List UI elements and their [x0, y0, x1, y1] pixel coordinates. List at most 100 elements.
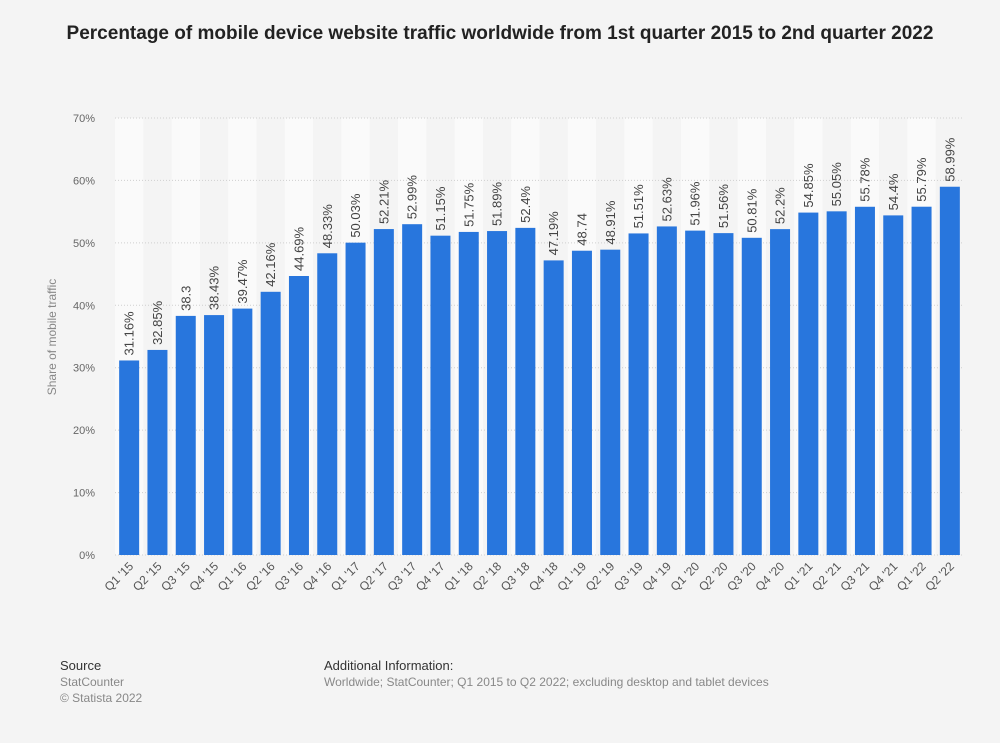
- data-label: 32.85%: [150, 300, 165, 345]
- data-label: 50.03%: [348, 193, 363, 238]
- bar[interactable]: [458, 231, 479, 556]
- y-tick-label: 50%: [73, 238, 95, 250]
- x-tick-label: Q2 '20: [696, 559, 731, 594]
- bar[interactable]: [543, 260, 564, 555]
- x-tick-label: Q2 '15: [130, 559, 165, 594]
- x-tick-label: Q3 '16: [271, 559, 306, 594]
- x-tick-label: Q1 '18: [441, 559, 476, 594]
- data-label: 55.05%: [829, 162, 844, 207]
- copyright: © Statista 2022: [60, 691, 143, 705]
- data-label: 55.79%: [914, 157, 929, 202]
- x-tick-label: Q1 '16: [215, 559, 250, 594]
- bar[interactable]: [685, 230, 706, 555]
- data-label: 50.81%: [744, 188, 759, 233]
- x-tick-label: Q2 '21: [809, 559, 844, 594]
- x-tick-label: Q4 '16: [300, 559, 335, 594]
- x-tick-label: Q1 '20: [668, 559, 703, 594]
- x-tick-label: Q3 '20: [724, 559, 759, 594]
- x-tick-label: Q3 '21: [837, 559, 872, 594]
- data-label: 52.21%: [376, 180, 391, 225]
- data-label: 52.4%: [518, 186, 533, 223]
- data-label: 48.33%: [320, 204, 335, 249]
- x-tick-label: Q4 '18: [526, 559, 561, 594]
- y-tick-label: 30%: [73, 363, 95, 375]
- bar[interactable]: [770, 229, 791, 555]
- data-label: 39.47%: [235, 259, 250, 304]
- data-label: 52.63%: [659, 177, 674, 222]
- x-tick-label: Q3 '19: [611, 559, 646, 594]
- y-tick-label: 60%: [73, 175, 95, 187]
- info-block: Additional Information: Worldwide; StatC…: [324, 658, 769, 690]
- bar[interactable]: [741, 237, 762, 556]
- bar[interactable]: [600, 249, 621, 555]
- bar[interactable]: [204, 315, 225, 555]
- bar[interactable]: [826, 211, 847, 555]
- x-tick-label: Q4 '21: [866, 559, 901, 594]
- y-tick-label: 40%: [73, 300, 95, 312]
- bar[interactable]: [260, 291, 281, 555]
- data-label: 52.2%: [773, 187, 788, 224]
- x-tick-label: Q3 '15: [158, 559, 193, 594]
- info-text: Worldwide; StatCounter; Q1 2015 to Q2 20…: [324, 675, 769, 689]
- x-tick-label: Q4 '17: [413, 559, 448, 594]
- data-label: 51.96%: [688, 181, 703, 226]
- data-label: 51.51%: [631, 184, 646, 229]
- x-tick-label: Q2 '19: [583, 559, 618, 594]
- y-tick-label: 20%: [73, 425, 95, 437]
- data-label: 51.56%: [716, 184, 731, 229]
- bar[interactable]: [175, 315, 196, 555]
- bar[interactable]: [288, 276, 309, 555]
- bar[interactable]: [656, 226, 677, 556]
- data-label: 38.3: [178, 286, 193, 311]
- data-label: 54.4%: [886, 173, 901, 210]
- bar[interactable]: [515, 227, 536, 556]
- x-tick-label: Q3 '18: [498, 559, 533, 594]
- data-label: 51.75%: [461, 182, 476, 227]
- x-tick-label: Q2 '17: [356, 559, 391, 594]
- bar[interactable]: [402, 224, 423, 556]
- bar[interactable]: [487, 231, 508, 555]
- y-tick-label: 70%: [73, 113, 95, 125]
- x-tick-label: Q2 '18: [470, 559, 505, 594]
- bar[interactable]: [713, 233, 734, 555]
- bar[interactable]: [147, 349, 168, 555]
- bar-chart: 0% 10% 20% 30% 40% 50% 60% 70% Share of mobile t…: [45, 113, 964, 594]
- bar[interactable]: [798, 212, 819, 555]
- data-label: 38.43%: [207, 266, 222, 311]
- bar[interactable]: [939, 186, 960, 555]
- bar[interactable]: [854, 206, 875, 555]
- bar[interactable]: [883, 215, 904, 556]
- source-text[interactable]: StatCounter: [60, 675, 125, 689]
- bar[interactable]: [430, 235, 451, 555]
- bar[interactable]: [571, 250, 592, 555]
- data-label: 42.16%: [263, 242, 278, 287]
- source-heading: Source: [60, 658, 102, 673]
- y-tick-label: 10%: [73, 488, 95, 500]
- data-label: 54.85%: [801, 163, 816, 208]
- bar[interactable]: [119, 360, 140, 555]
- x-tick-label: Q4 '20: [753, 559, 788, 594]
- data-label: 51.89%: [490, 182, 505, 227]
- x-tick-label: Q1 '19: [554, 559, 589, 594]
- bar[interactable]: [911, 206, 932, 555]
- bar[interactable]: [345, 242, 366, 555]
- bar[interactable]: [628, 233, 649, 556]
- data-label: 31.16%: [122, 311, 137, 356]
- x-tick-label: Q1 '15: [102, 559, 137, 594]
- x-tick-label: Q2 '16: [243, 559, 278, 594]
- info-heading: Additional Information:: [324, 658, 454, 673]
- x-tick-label: Q4 '19: [639, 559, 674, 594]
- x-tick-label: Q4 '15: [187, 559, 222, 594]
- bar[interactable]: [317, 253, 338, 555]
- y-tick-label: 0%: [79, 550, 95, 562]
- bar[interactable]: [373, 229, 394, 555]
- data-label: 52.99%: [405, 175, 420, 220]
- chart-title: Percentage of mobile device website traf…: [66, 23, 934, 44]
- data-label: 51.15%: [433, 186, 448, 231]
- x-tick-label: Q2 '22: [922, 559, 957, 594]
- data-label: 58.99%: [942, 137, 957, 182]
- bar[interactable]: [232, 308, 253, 555]
- source-block: Source StatCounter © Statista 2022: [60, 658, 142, 706]
- data-label: 55.78%: [857, 157, 872, 202]
- y-axis-label: Share of mobile traffic: [45, 279, 59, 396]
